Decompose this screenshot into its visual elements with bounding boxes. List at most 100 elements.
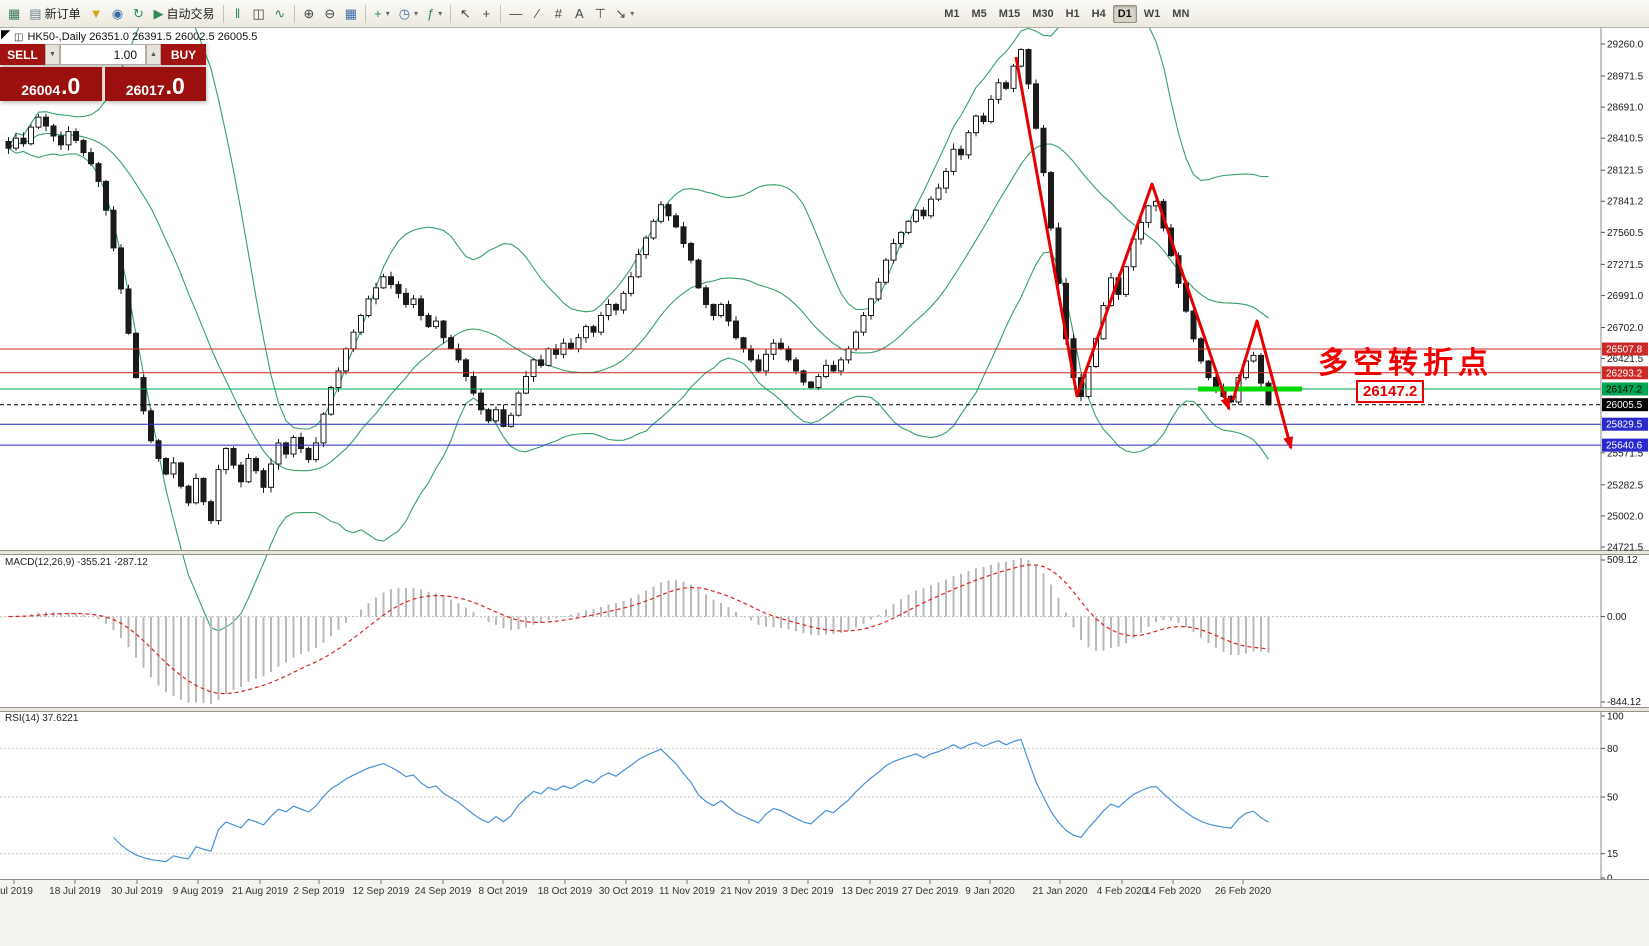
candlestick-chart-icon: ◫ [14,31,24,43]
timeframe-w1-button[interactable]: W1 [1143,7,1161,20]
autotrade-icon: ▶ [153,6,164,21]
svg-text:25571.5: 25571.5 [1607,448,1644,459]
dropdown-arrow-icon: ▾ [414,9,419,18]
triangle-down-icon: ▼ [49,51,56,58]
timeframe-m1-button[interactable]: M1 [944,7,960,20]
chart-window-icon[interactable]: ▦ [4,3,24,25]
svg-text:26 Feb 2020: 26 Feb 2020 [1215,886,1272,897]
arrows-icon[interactable]: ↘ ▾ [611,3,638,25]
price-level-lines[interactable] [0,348,1601,446]
autotrade-button-label: 自动交易 [166,7,215,21]
svg-text:50: 50 [1607,793,1619,804]
fibonacci-icon[interactable]: # [548,3,568,25]
cursor-icon[interactable]: ↖ [455,3,475,25]
svg-text:26005.5: 26005.5 [1606,400,1643,411]
triangle-up-icon: ▲ [150,51,157,58]
dropdown-arrow-icon: ▾ [438,9,443,18]
crosshair-icon[interactable]: + [476,3,496,25]
label-icon: ⊤ [594,6,606,21]
zoom-out-icon: ⊖ [324,6,336,21]
price-axis: 29260.0 28971.5 28691.0 28410.5 28121.5 27841… [1601,40,1648,885]
svg-text:21 Aug 2019: 21 Aug 2019 [232,886,289,897]
label-icon[interactable]: ⊤ [590,3,610,25]
timeframe-m15-button[interactable]: M15 [998,7,1021,20]
svg-text:26147.2: 26147.2 [1606,384,1643,395]
buy-price-box[interactable]: 26017.0 [104,67,206,101]
level-price-annotation[interactable]: 26147.2 [1356,380,1425,403]
price-level-badge: 26147.2 [1602,382,1648,396]
turning-point-annotation[interactable]: 多空转折点 [1318,347,1493,380]
refresh-icon[interactable]: ↻ [128,3,148,25]
sell-price-box[interactable]: 26004.0 [0,67,102,101]
new-chart-icon[interactable]: + ▾ [370,3,394,25]
time-axis: Jul 2019 18 Jul 2019 30 Jul 2019 9 Aug 2019… [0,880,1272,897]
buy-button[interactable]: BUY [161,44,206,65]
svg-text:27271.5: 27271.5 [1607,260,1644,271]
line-chart-icon[interactable]: ∿ [270,3,290,25]
toolbar-separator [450,4,452,23]
svg-text:8 Oct 2019: 8 Oct 2019 [479,886,528,897]
volume-input[interactable]: 1.00 [60,44,146,65]
sell-button[interactable]: SELL [0,44,45,65]
svg-text:9 Aug 2019: 9 Aug 2019 [173,886,224,897]
price-level-badge: 26293.2 [1602,366,1648,380]
horizontal-line-icon[interactable]: — [505,3,526,25]
trend-arrow[interactable] [1231,319,1293,450]
new-chart-icon: + [374,6,382,21]
trendline-icon[interactable]: ∕ [527,3,547,25]
autotrade-button[interactable]: ▶ 自动交易 [149,3,218,25]
svg-text:13 Dec 2019: 13 Dec 2019 [842,886,899,897]
timeframe-h1-button[interactable]: H1 [1065,7,1080,20]
refresh-icon: ↻ [133,6,144,21]
svg-text:18 Oct 2019: 18 Oct 2019 [538,886,593,897]
zoom-in-icon[interactable]: ⊕ [299,3,319,25]
svg-text:3 Dec 2019: 3 Dec 2019 [782,886,834,897]
zoom-out-icon[interactable]: ⊖ [320,3,340,25]
bar-chart-icon[interactable]: ‖ [228,3,248,25]
svg-text:26991.0: 26991.0 [1607,291,1644,302]
timeframe-h4-button[interactable]: H4 [1091,7,1106,20]
svg-text:4 Feb 2020: 4 Feb 2020 [1097,886,1148,897]
new-order-button[interactable]: ▤ 新订单 [25,3,84,25]
candlestick-chart-icon[interactable]: ◫ [249,3,269,25]
tile-windows-icon: ▦ [344,6,358,21]
fibonacci-icon: # [554,6,562,21]
svg-text:25640.6: 25640.6 [1606,441,1643,452]
volume-increase-button[interactable]: ▲ [146,44,161,65]
candlestick-series [5,48,1272,525]
funnel-icon[interactable]: ▼ [86,3,107,25]
toolbar-separator [222,4,224,23]
svg-text:27 Dec 2019: 27 Dec 2019 [902,886,959,897]
svg-text:26702.0: 26702.0 [1607,323,1644,334]
profile-icon[interactable]: ◉ [107,3,127,25]
svg-text:509.12: 509.12 [1607,555,1638,566]
svg-text:26421.5: 26421.5 [1607,354,1644,365]
candlestick-chart-icon: ◫ [252,6,265,21]
bar-chart-icon: ‖ [234,6,241,21]
svg-text:29260.0: 29260.0 [1607,40,1644,51]
buy-price: 26017 [125,82,165,98]
trend-arrow[interactable] [1014,56,1231,411]
timeframe-m30-button[interactable]: M30 [1032,7,1054,20]
svg-text:27841.2: 27841.2 [1607,197,1644,208]
svg-text:27560.5: 27560.5 [1607,228,1644,239]
timeframe-d1-button[interactable]: D1 [1112,4,1137,23]
price-level-badge: 26005.5 [1602,398,1648,412]
indicators-icon: ƒ [427,6,435,21]
indicators-icon[interactable]: ƒ ▾ [423,3,446,25]
price-level-badge: 26507.8 [1602,342,1648,356]
profile-icon: ◉ [111,6,124,21]
toolbar-separator [365,4,367,23]
svg-text:-844.12: -844.12 [1607,697,1641,708]
trade-panel-toggle[interactable]: ◤ [1,28,10,40]
new-order-icon: ▤ [29,6,42,21]
svg-text:21 Jan 2020: 21 Jan 2020 [1032,886,1087,897]
clock-icon[interactable]: ◷ ▾ [395,3,422,25]
timeframe-m5-button[interactable]: M5 [971,7,987,20]
volume-decrease-button[interactable]: ▼ [45,44,60,65]
svg-text:18 Jul 2019: 18 Jul 2019 [49,886,101,897]
text-icon[interactable]: A [569,3,589,25]
tile-windows-icon[interactable]: ▦ [341,3,361,25]
timeframe-mn-button[interactable]: MN [1172,7,1190,20]
